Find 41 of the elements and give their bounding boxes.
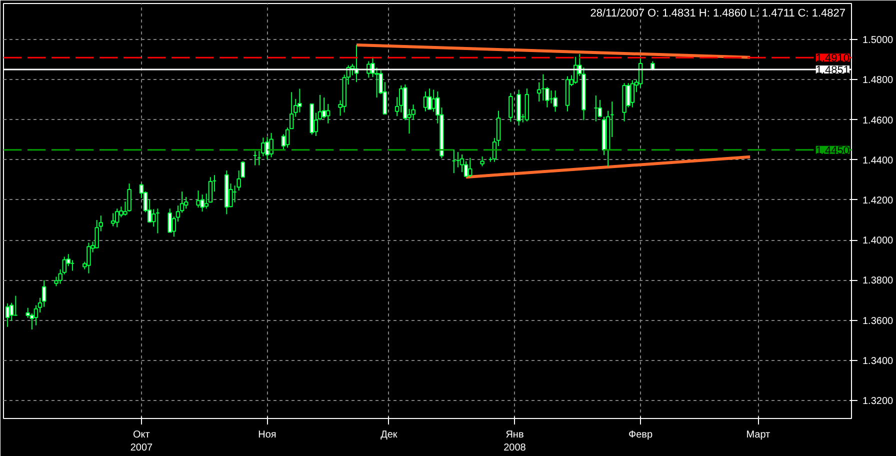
y-tick-label: 1.4800 bbox=[862, 75, 894, 86]
candlestick bbox=[269, 132, 274, 158]
x-tick-label: Ноя bbox=[258, 430, 276, 440]
y-tick-label: 1.3400 bbox=[862, 356, 894, 367]
y-tick-label: 1.3200 bbox=[862, 396, 894, 407]
candlestick bbox=[423, 91, 428, 112]
x-tick-label: Март bbox=[746, 430, 771, 440]
candlestick bbox=[168, 208, 172, 233]
candlestick bbox=[200, 194, 204, 212]
candlestick bbox=[298, 88, 302, 113]
x-tick-label: Янв 2008 bbox=[504, 430, 526, 454]
candlestick bbox=[86, 242, 91, 274]
ref-line-label: 1.4851 bbox=[816, 64, 850, 76]
annotation: 28/11/2007 O: 1.4831 H: 1.4860 L: 1.4711 C: 1.4827 bbox=[590, 8, 846, 20]
candlestick bbox=[326, 103, 330, 124]
candlestick bbox=[460, 154, 464, 173]
y-tick-label: 1.5000 bbox=[862, 35, 894, 46]
x-tick-label: Февр bbox=[628, 430, 653, 440]
y-tick-label: 1.4400 bbox=[862, 155, 894, 166]
candlestick bbox=[508, 92, 513, 122]
y-tick-label: 1.4600 bbox=[862, 115, 894, 126]
y-tick-label: 1.4000 bbox=[862, 236, 894, 247]
x-tick-label: Дек bbox=[380, 430, 398, 440]
y-tick-label: 1.3600 bbox=[862, 316, 894, 327]
y-tick-label: 1.4200 bbox=[862, 195, 894, 206]
candlestick bbox=[468, 157, 472, 178]
candlestick bbox=[110, 212, 116, 227]
candlestick bbox=[94, 220, 99, 249]
candlestick bbox=[127, 183, 132, 212]
ref-line-label: 1.4450 bbox=[816, 144, 850, 157]
candlestick bbox=[265, 136, 270, 160]
candlestick bbox=[553, 90, 558, 112]
candlestick bbox=[431, 89, 436, 112]
candlestick bbox=[630, 80, 635, 108]
candlestick bbox=[427, 88, 432, 110]
candlestick bbox=[114, 208, 120, 228]
y-tick-label: 1.3800 bbox=[862, 276, 894, 287]
candlestick bbox=[480, 156, 484, 167]
candlestick bbox=[196, 190, 200, 208]
candlestick bbox=[598, 99, 602, 118]
x-tick-label: Окт 2007 bbox=[130, 430, 154, 454]
